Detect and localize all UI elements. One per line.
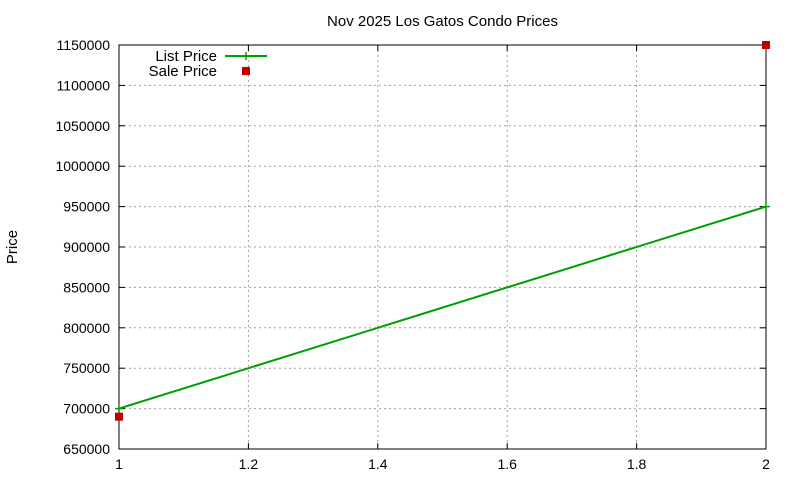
x-tick-label: 1.4 (368, 456, 388, 472)
grid-lines (119, 45, 766, 449)
y-tick-label: 750000 (63, 360, 110, 376)
legend-label: List Price (155, 48, 217, 65)
list-price-point (115, 404, 123, 413)
legend-plus-marker (242, 52, 250, 60)
x-tick-label: 1 (115, 456, 123, 472)
plot-frame (118, 44, 767, 450)
y-tick-label: 950000 (63, 199, 110, 215)
chart-title: Nov 2025 Los Gatos Condo Prices (327, 13, 558, 30)
x-tick-label: 2 (762, 456, 770, 472)
sale-price-point (762, 41, 770, 49)
axis-ticks: 1 1.2 1.4 1.6 1.8 2 650000 700000 750000 800000 85… (55, 37, 770, 472)
y-tick-label: 1100000 (57, 77, 111, 93)
series-marks (115, 41, 770, 421)
x-tick-label: 1.2 (239, 456, 259, 472)
y-tick-label: 1000000 (55, 158, 110, 174)
x-tick-label: 1.6 (497, 456, 517, 472)
y-axis-label: Price (4, 230, 21, 264)
y-tick-label: 800000 (63, 320, 110, 336)
list-price-point (762, 202, 770, 211)
y-tick-label: 650000 (63, 441, 110, 457)
x-tick-label: 1.8 (627, 456, 647, 472)
list-price-line (118, 205, 767, 410)
y-tick-label: 900000 (63, 239, 110, 255)
y-tick-label: 1150000 (57, 37, 111, 53)
y-tick-label: 700000 (63, 401, 110, 417)
legend-label: Sale Price (149, 63, 217, 80)
y-tick-label: 1050000 (55, 118, 110, 134)
y-tick-label: 850000 (63, 279, 110, 295)
legend-square-marker (242, 67, 250, 75)
sale-price-point (115, 412, 123, 421)
